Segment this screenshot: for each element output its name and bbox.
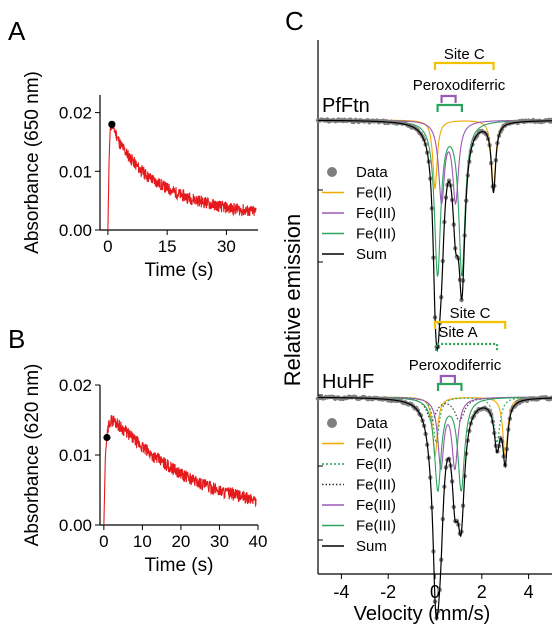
absorbance-trace [103,415,257,526]
sample-label: PfFtn [322,95,370,117]
legend-label: Fe(III) [356,226,396,243]
panel-label-c: C [285,6,304,36]
legend-label: Fe(III) [356,477,396,494]
quadrupole-bracket [436,382,463,391]
bracket-label: Site C [444,46,485,63]
x-tick-label: 10 [133,532,152,551]
y-axis-title: Absorbance (650 nm) [22,71,43,254]
x-axis-title: Velocity (mm/s) [354,603,491,625]
x-tick-label: -2 [380,582,396,602]
absorbance-trace [107,121,257,231]
sum-fit-curve [318,119,552,353]
quadrupole-bracket [436,103,464,112]
legend: Data Fe(II) Fe(II) Fe(III) Fe(III) Fe(III) Sum [322,415,396,555]
component-fit-curve [318,119,552,190]
quadrupole-bracket [433,320,507,329]
x-tick-label: 2 [477,582,487,602]
y-tick-label: 0.00 [59,516,92,535]
legend-label: Fe(II) [356,456,392,473]
quadrupole-bracket [435,342,499,351]
legend-label: Sum [356,538,387,555]
y-tick-label: 0.01 [59,162,92,181]
x-tick-label: 30 [217,237,236,256]
legend-label: Data [356,415,388,432]
x-tick-label: 0 [99,532,108,551]
legend-label: Fe(II) [356,185,392,202]
spectrum-pfftn: PfFtn Site C Data Fe(II) Fe(III) Fe(III) Sum [315,46,552,353]
legend-marker-data [327,167,337,177]
sum-fit-curve [318,396,552,622]
component-fit-curve [318,119,552,206]
component-fit-curve [318,396,552,493]
x-tick-label: 40 [249,532,268,551]
panel-label-a: A [8,16,26,46]
y-axis-title: Absorbance (620 nm) [22,364,43,547]
x-axis-title: Time (s) [145,555,214,576]
initial-point-marker [108,120,116,128]
legend-label: Fe(III) [356,518,396,535]
legend-label: Fe(III) [356,205,396,222]
legend-label: Fe(III) [356,497,396,514]
component-fit-curve [318,396,552,444]
y-tick-label: 0.02 [59,376,92,395]
y-tick-label: 0.02 [59,104,92,123]
y-tick-label: 0.01 [59,446,92,465]
panel-label-b: B [8,324,25,354]
x-tick-label: -4 [333,582,349,602]
component-fit-curve [317,119,552,277]
bracket-label: Site A [438,324,477,341]
spectrum-huhf: HuHF Site C Data Fe(II) Fe(II) Fe(III) Fe(III)… [315,305,552,622]
sample-label: HuHF [322,371,374,393]
x-tick-label: 30 [210,532,229,551]
bracket-label: Site C [450,305,491,322]
x-axis-title: Time (s) [145,260,214,281]
legend-marker-data [327,418,337,428]
bracket-label: Peroxodiferric [409,357,502,374]
bracket-label: Peroxodiferric [413,77,506,94]
quadrupole-bracket [433,61,495,70]
panel-b-chart: 0.00 0.01 0.02 0 10 20 30 40 Time (s) Absorbance … [22,364,267,576]
x-tick-label: 20 [171,532,190,551]
legend: Data Fe(II) Fe(III) Fe(III) Sum [322,164,396,263]
legend-label: Data [356,164,388,181]
x-tick-label: 15 [158,237,177,256]
legend-label: Sum [356,246,387,263]
y-axis-title: Relative emission [280,214,305,386]
legend-label: Fe(II) [356,436,392,453]
x-tick-label: 4 [524,582,534,602]
x-tick-label: 0 [103,237,112,256]
y-tick-label: 0.00 [59,221,92,240]
initial-point-marker [103,433,111,442]
data-point [459,297,464,303]
quadrupole-bracket [439,374,456,383]
quadrupole-bracket [440,94,457,103]
